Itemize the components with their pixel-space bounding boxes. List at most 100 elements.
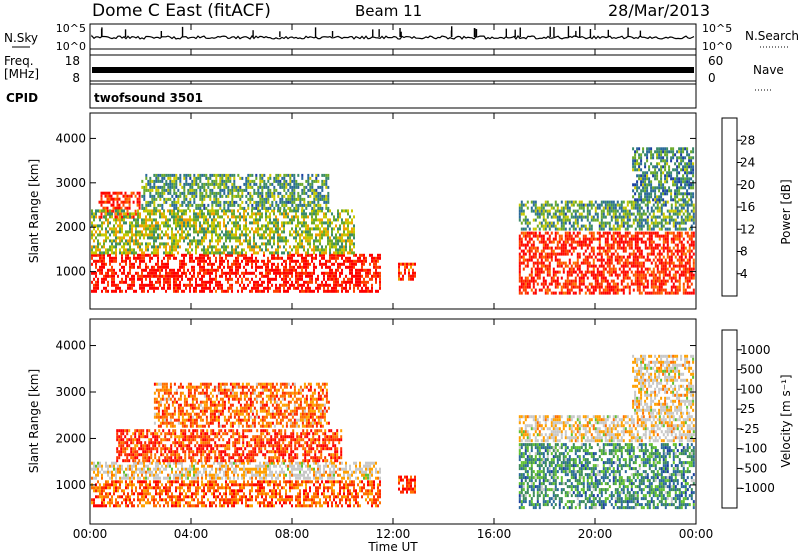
- heatmap-cell: [689, 265, 691, 268]
- heatmap-cell: [333, 227, 335, 230]
- heatmap-cell: [359, 281, 361, 284]
- heatmap-cell: [321, 195, 323, 198]
- heatmap-cell: [119, 204, 121, 207]
- heatmap-cell: [369, 272, 371, 275]
- heatmap-cell: [201, 281, 203, 284]
- heatmap-cell: [313, 207, 315, 210]
- heatmap-cell: [265, 207, 267, 210]
- heatmap-cell: [203, 281, 205, 284]
- heatmap-cell: [351, 278, 353, 281]
- heatmap-cell: [129, 269, 131, 272]
- heatmap-cell: [173, 254, 175, 257]
- heatmap-cell: [685, 280, 687, 283]
- heatmap-cell: [613, 213, 615, 216]
- heatmap-cell: [671, 286, 673, 289]
- heatmap-cell: [545, 289, 547, 292]
- heatmap-cell: [233, 263, 235, 266]
- heatmap-cell: [261, 248, 263, 251]
- heatmap-cell: [299, 254, 301, 257]
- heatmap-cell: [149, 242, 151, 245]
- heatmap-cell: [175, 207, 177, 210]
- heatmap-cell: [223, 251, 225, 254]
- heatmap-cell: [545, 204, 547, 207]
- heatmap-cell: [269, 269, 271, 272]
- heatmap-cell: [613, 268, 615, 271]
- heatmap-cell: [195, 245, 197, 248]
- heatmap-cell: [551, 250, 553, 253]
- heatmap-cell: [349, 257, 351, 260]
- heatmap-cell: [301, 266, 303, 269]
- heatmap-cell: [203, 236, 205, 239]
- heatmap-cell: [633, 283, 635, 286]
- heatmap-cell: [193, 221, 195, 224]
- heatmap-cell: [571, 213, 573, 216]
- heatmap-cell: [215, 230, 217, 233]
- heatmap-cell: [667, 268, 669, 271]
- heatmap-cell: [301, 183, 303, 186]
- heatmap-cell: [245, 230, 247, 233]
- heatmap-cell: [317, 195, 319, 198]
- heatmap-cell: [271, 230, 273, 233]
- heatmap-cell: [661, 286, 663, 289]
- heatmap-cell: [535, 256, 537, 259]
- heatmap-cell: [561, 219, 563, 222]
- heatmap-cell: [183, 209, 185, 212]
- heatmap-cell: [103, 215, 105, 218]
- heatmap-cell: [573, 280, 575, 283]
- heatmap-cell: [111, 269, 113, 272]
- heatmap-cell: [169, 224, 171, 227]
- heatmap-cell: [203, 198, 205, 201]
- heatmap-cell: [677, 253, 679, 256]
- heatmap-cell: [271, 245, 273, 248]
- heatmap-cell: [639, 207, 641, 210]
- heatmap-cell: [289, 272, 291, 275]
- heatmap-cell: [579, 201, 581, 204]
- heatmap-cell: [239, 239, 241, 242]
- heatmap-cell: [175, 183, 177, 186]
- heatmap-cell: [637, 265, 639, 268]
- heatmap-cell: [410, 266, 412, 269]
- heatmap-cell: [147, 204, 149, 207]
- heatmap-cell: [311, 174, 313, 177]
- heatmap-cell: [219, 284, 221, 287]
- heatmap-cell: [253, 218, 255, 221]
- heatmap-cell: [563, 219, 565, 222]
- heatmap-cell: [247, 177, 249, 180]
- heatmap-cell: [269, 218, 271, 221]
- heatmap-cell: [519, 289, 521, 292]
- heatmap-cell: [627, 216, 629, 219]
- heatmap-cell: [575, 201, 577, 204]
- heatmap-cell: [267, 233, 269, 236]
- heatmap-cell: [209, 257, 211, 260]
- heatmap-cell: [321, 251, 323, 254]
- heatmap-cell: [339, 212, 341, 215]
- heatmap-cell: [131, 227, 133, 230]
- heatmap-cell: [147, 248, 149, 251]
- heatmap-cell: [563, 268, 565, 271]
- heatmap-cell: [295, 281, 297, 284]
- heatmap-cell: [571, 268, 573, 271]
- heatmap-cell: [209, 251, 211, 254]
- heatmap-cell: [609, 274, 611, 277]
- heatmap-cell: [623, 250, 625, 253]
- heatmap-cell: [545, 280, 547, 283]
- heatmap-cell: [349, 278, 351, 281]
- heatmap-cell: [335, 236, 337, 239]
- heatmap-cell: [149, 230, 151, 233]
- heatmap-cell: [321, 266, 323, 269]
- heatmap-cell: [273, 189, 275, 192]
- heatmap-cell: [155, 275, 157, 278]
- heatmap-cell: [675, 244, 677, 247]
- heatmap-cell: [593, 289, 595, 292]
- heatmap-cell: [211, 183, 213, 186]
- heatmap-cell: [367, 275, 369, 278]
- heatmap-cell: [101, 290, 103, 293]
- heatmap-cell: [241, 215, 243, 218]
- heatmap-cell: [259, 192, 261, 195]
- heatmap-cell: [123, 212, 125, 215]
- heatmap-cell: [205, 251, 207, 254]
- heatmap-cell: [593, 250, 595, 253]
- heatmap-cell: [643, 271, 645, 274]
- heatmap-cell: [165, 278, 167, 281]
- heatmap-cell: [147, 218, 149, 221]
